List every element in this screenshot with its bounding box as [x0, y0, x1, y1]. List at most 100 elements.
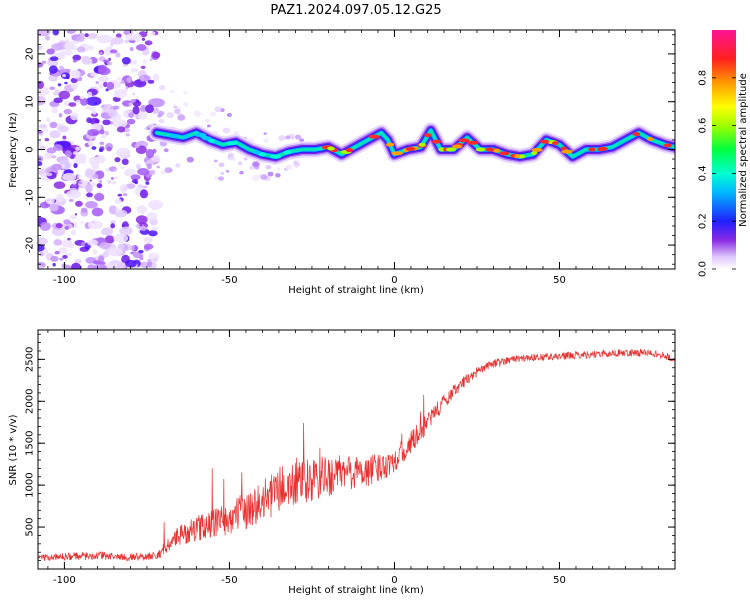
heatmap-noise-cell	[137, 140, 145, 145]
heatmap-noise-cell	[107, 180, 112, 184]
heatmap-noise-cell	[204, 118, 211, 123]
heatmap-noise-cell	[125, 259, 137, 268]
heatmap-noise-cell	[156, 165, 160, 169]
heatmap-y-tick-label: 0	[25, 146, 36, 152]
heatmap-noise-cell	[39, 221, 51, 231]
heatmap-noise-cell	[143, 59, 148, 64]
heatmap-noise-cell	[132, 105, 140, 115]
heatmap-noise-cell	[56, 193, 64, 203]
heatmap-noise-cell	[119, 226, 133, 236]
heatmap-noise-cell	[70, 112, 79, 121]
heatmap-ridge-peak	[493, 148, 501, 153]
heatmap-noise-cell	[110, 37, 124, 45]
heatmap-noise-cell	[104, 235, 115, 244]
heatmap-ridge-peak	[498, 151, 510, 156]
heatmap-noise-layer	[38, 30, 305, 269]
heatmap-noise-cell	[55, 222, 63, 229]
heatmap-noise-cell	[249, 165, 255, 170]
heatmap-noise-cell	[138, 249, 144, 254]
heatmap-noise-cell	[89, 106, 95, 112]
heatmap-noise-cell	[84, 33, 89, 38]
heatmap-noise-cell	[129, 60, 138, 65]
heatmap-noise-cell	[66, 190, 81, 199]
heatmap-noise-cell	[125, 86, 129, 90]
heatmap-noise-cell	[91, 110, 97, 115]
heatmap-noise-cell	[114, 168, 118, 172]
heatmap-noise-cell	[70, 70, 80, 77]
heatmap-noise-cell	[58, 160, 73, 170]
colorbar: 0.0 0.2 0.4 0.6 0.8 Normalized spectral ampl…	[698, 30, 749, 277]
heatmap-ridge-peak	[531, 147, 543, 152]
colorbar-tick-label: 0.8	[698, 70, 709, 86]
heatmap-ridge-peak	[485, 147, 494, 152]
heatmap-noise-cell	[72, 54, 82, 61]
heatmap-noise-cell	[44, 137, 50, 142]
snr-x-ticks: -100 -50 0 50	[47, 330, 676, 586]
heatmap-ridge-peak	[385, 142, 395, 147]
heatmap-noise-cell	[38, 130, 43, 134]
heatmap-noise-cell	[276, 167, 281, 171]
heatmap-noise-cell	[85, 96, 102, 106]
heatmap-ridge-peak	[201, 136, 212, 141]
heatmap-noise-cell	[49, 86, 56, 90]
heatmap-noise-cell	[92, 249, 98, 255]
colorbar-label: Normalized spectral amplitude	[738, 73, 749, 227]
heatmap-noise-cell	[263, 138, 269, 143]
heatmap-noise-cell	[73, 162, 78, 169]
heatmap-noise-cell	[137, 167, 150, 176]
heatmap-noise-cell	[170, 89, 175, 94]
heatmap-ridge-peak	[283, 150, 291, 155]
heatmap-noise-cell	[38, 95, 46, 102]
heatmap-noise-cell	[145, 212, 158, 221]
heatmap-ridge-peak	[345, 148, 354, 153]
heatmap-ridge-peak	[431, 139, 442, 144]
heatmap-noise-cell	[45, 117, 51, 123]
heatmap-noise-cell	[111, 180, 117, 185]
heatmap-noise-cell	[293, 162, 301, 168]
heatmap-noise-cell	[58, 113, 63, 118]
heatmap-ridge-peak	[561, 149, 573, 154]
heatmap-noise-cell	[41, 60, 47, 64]
heatmap-noise-cell	[52, 91, 60, 96]
heatmap-ridge-peak	[458, 138, 470, 143]
heatmap-noise-cell	[285, 164, 293, 170]
heatmap-noise-cell	[186, 156, 194, 163]
snr-y-tick-label: 500	[25, 518, 36, 537]
heatmap-y-tick-label: 10	[25, 95, 36, 108]
heatmap-noise-cell	[104, 131, 109, 136]
heatmap-noise-cell	[145, 127, 148, 131]
heatmap-noise-cell	[80, 241, 86, 247]
heatmap-noise-cell	[193, 110, 202, 117]
heatmap-noise-cell	[96, 183, 103, 189]
heatmap-noise-cell	[45, 35, 50, 41]
heatmap-noise-cell	[252, 174, 260, 181]
heatmap-noise-cell	[38, 161, 43, 167]
heatmap-noise-cell	[213, 159, 218, 163]
heatmap-noise-cell	[112, 118, 128, 129]
colorbar-tick-label: 0.0	[698, 261, 709, 277]
heatmap-noise-cell	[91, 146, 97, 150]
heatmap-noise-cell	[115, 33, 122, 39]
heatmap-noise-cell	[45, 197, 55, 205]
heatmap-noise-cell	[93, 260, 102, 265]
heatmap-noise-cell	[174, 163, 181, 168]
heatmap-noise-cell	[87, 128, 100, 137]
heatmap-noise-cell	[74, 154, 86, 163]
heatmap-noise-cell	[112, 105, 120, 110]
heatmap-noise-cell	[69, 214, 77, 220]
snr-panel: -100 -50 0 50 500 1000 1500 2000 2500 Height of…	[8, 329, 676, 596]
heatmap-noise-cell	[59, 257, 64, 261]
heatmap-noise-cell	[155, 154, 160, 158]
heatmap-noise-cell	[89, 179, 92, 182]
heatmap-noise-cell	[80, 98, 88, 106]
heatmap-noise-cell	[49, 203, 59, 212]
heatmap-noise-cell	[97, 67, 111, 76]
heatmap-noise-cell	[38, 30, 51, 37]
heatmap-noise-cell	[182, 102, 189, 107]
heatmap-ridge-peak	[475, 147, 486, 152]
heatmap-noise-cell	[108, 205, 118, 215]
heatmap-noise-cell	[92, 174, 99, 179]
heatmap-noise-cell	[94, 119, 100, 124]
heatmap-noise-cell	[51, 106, 58, 114]
